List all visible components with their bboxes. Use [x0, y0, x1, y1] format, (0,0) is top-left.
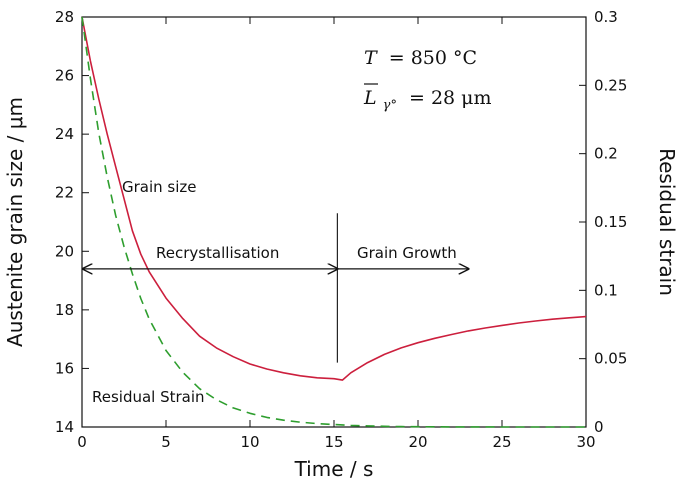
- temperature-symbol: T: [364, 47, 378, 69]
- y-right-tick-label: 0.1: [594, 281, 618, 299]
- plot-frame: [81, 16, 587, 428]
- residual-strain-line: [81, 16, 586, 428]
- y-left-tick-label: 22: [55, 184, 74, 202]
- y-left-tick-label: 16: [55, 359, 74, 377]
- y-left-tick-label: 14: [55, 418, 74, 436]
- x-tick-label: 20: [408, 433, 427, 451]
- x-tick-label: 25: [492, 433, 511, 451]
- y-left-tick-label: 28: [55, 8, 74, 26]
- grain-size-symbol: L: [363, 87, 377, 109]
- grain-size-condition: L γ° = 28 μm: [363, 87, 492, 114]
- x-tick-label: 10: [240, 433, 259, 451]
- annotations: [83, 213, 468, 363]
- temperature-value: = 850 °C: [389, 47, 477, 69]
- residual-strain-label: Residual Strain: [92, 388, 205, 406]
- y-left-tick-label: 24: [55, 125, 74, 143]
- grain-growth-label: Grain Growth: [357, 244, 457, 262]
- y-right-tick-label: 0.25: [594, 76, 627, 94]
- temperature-condition: T = 850 °C: [364, 47, 477, 69]
- y-right-tick-label: 0.05: [594, 350, 627, 368]
- y-right-tick-label: 0: [594, 418, 604, 436]
- x-axis-title: Time / s: [294, 457, 374, 481]
- y-axis-right-title: Residual strain: [655, 148, 679, 296]
- conditions-annotation: T = 850 °C L γ° = 28 μm: [363, 47, 492, 114]
- ticks: 0 5 10 15 20 25 30 14 16 18 20 22 24 26 28 0 0.05 0.1 0.15…: [55, 8, 628, 451]
- recrystallisation-label: Recrystallisation: [156, 244, 279, 262]
- y-axis-left-title: Austenite grain size / μm: [3, 97, 27, 347]
- grain-size-line: [81, 16, 587, 381]
- x-tick-label: 0: [77, 433, 87, 451]
- x-tick-label: 15: [324, 433, 343, 451]
- grain-size-subscript: γ°: [383, 98, 397, 113]
- x-tick-label: 5: [161, 433, 171, 451]
- series-lines: [81, 16, 587, 428]
- y-left-tick-label: 20: [55, 242, 74, 260]
- y-left-tick-label: 26: [55, 67, 74, 85]
- y-right-tick-label: 0.3: [594, 8, 618, 26]
- grain-size-value: = 28 μm: [409, 87, 492, 109]
- y-right-tick-label: 0.15: [594, 213, 627, 231]
- x-tick-label: 30: [576, 433, 595, 451]
- y-left-tick-label: 18: [55, 301, 74, 319]
- grain-size-label: Grain size: [122, 178, 197, 196]
- y-right-tick-label: 0.2: [594, 145, 618, 163]
